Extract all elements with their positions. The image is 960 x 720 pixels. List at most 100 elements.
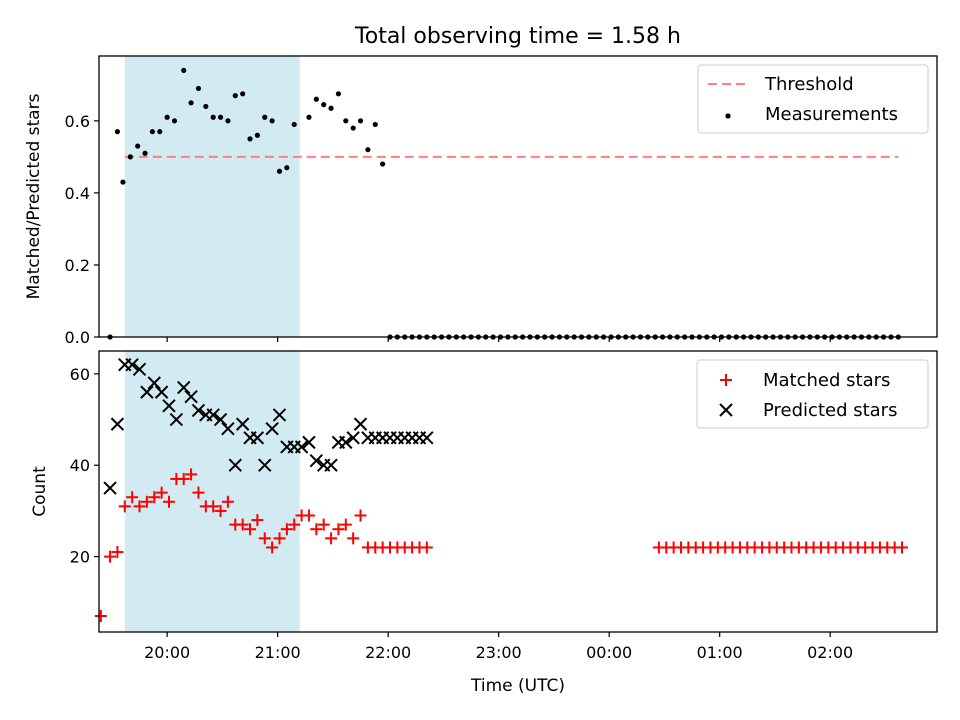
measurement-point xyxy=(372,121,378,128)
predicted-point xyxy=(177,380,191,395)
measurement-point xyxy=(149,129,156,135)
legend-threshold-label: Threshold xyxy=(764,74,854,95)
measurement-point xyxy=(240,91,246,97)
predicted-point-b xyxy=(162,399,176,413)
measurement-point xyxy=(217,114,224,120)
top-y-ticks: 0.0 0.2 0.4 0.6 xyxy=(65,112,99,347)
matched-point xyxy=(140,495,153,508)
bottom-x-ticks: 20:00 21:00 22:00 23:00 00:00 01:00 02:00 xyxy=(144,632,853,662)
top-x-ticks xyxy=(166,337,831,342)
matched-point xyxy=(251,514,264,527)
predicted-point-b xyxy=(184,389,198,404)
measurement-point xyxy=(114,129,121,135)
bottom-panel: 20 40 60 20:00 21:00 22:00 23:00 00:00 01:00 02:… xyxy=(30,350,938,696)
x-tick-label: 21:00 xyxy=(255,643,301,662)
top-y-axis-label: Matched/Predicted stars xyxy=(24,93,44,299)
top-legend-box xyxy=(697,64,929,134)
matched-point xyxy=(280,523,293,536)
measurement-point xyxy=(188,100,194,106)
y-tick-label: 0.2 xyxy=(65,256,90,275)
y-tick-label: 0.6 xyxy=(65,112,90,131)
predicted-point xyxy=(125,358,139,372)
legend-measurements-label: Measurements xyxy=(765,104,898,125)
predicted-point-b xyxy=(206,408,220,422)
measurement-point xyxy=(328,105,334,111)
predicted-point-b xyxy=(339,435,353,450)
predicted-point-b xyxy=(147,376,161,390)
matched-stars-series xyxy=(94,468,909,623)
matched-point xyxy=(214,504,227,517)
bottom-y-axis-label: Count xyxy=(30,466,50,517)
measurement-point xyxy=(262,114,268,120)
predicted-stars-series xyxy=(103,358,434,495)
predicted-point-b xyxy=(221,421,235,436)
measurement-point xyxy=(321,102,327,108)
x-tick-label: 20:00 xyxy=(144,643,190,662)
measurement-point xyxy=(171,118,178,124)
predicted-point xyxy=(258,458,272,472)
measurement-point xyxy=(225,118,231,124)
predicted-point xyxy=(147,376,161,390)
predicted-point xyxy=(191,403,206,418)
matched-point xyxy=(177,472,190,485)
x-tick-label: 23:00 xyxy=(476,643,522,662)
observing-window-span xyxy=(124,351,300,632)
matched-point xyxy=(258,532,271,545)
predicted-point xyxy=(110,417,125,431)
measurement-point xyxy=(203,103,209,110)
x-tick-label: 02:00 xyxy=(807,643,853,662)
predicted-point-b xyxy=(228,458,242,472)
measurement-point xyxy=(380,161,386,167)
measurement-point xyxy=(164,114,170,120)
measurement-point xyxy=(284,165,290,171)
predicted-point-b xyxy=(213,412,228,427)
matched-point xyxy=(302,509,315,522)
predicted-point-b xyxy=(140,385,154,399)
predicted-point-b xyxy=(110,417,125,431)
legend-matched-marker xyxy=(720,374,732,386)
predicted-point-b xyxy=(103,481,117,495)
measurement-point xyxy=(181,67,187,74)
measurement-point xyxy=(127,154,133,160)
matched-point xyxy=(94,610,107,623)
matched-point xyxy=(420,541,433,554)
predicted-point xyxy=(213,412,228,427)
predicted-point xyxy=(346,431,360,445)
measurement-point xyxy=(306,114,312,120)
bottom-legend-box xyxy=(696,359,929,429)
matched-point xyxy=(221,495,234,508)
predicted-point xyxy=(324,458,338,472)
matched-point xyxy=(896,541,909,554)
matched-point xyxy=(207,500,220,513)
predicted-point-b xyxy=(258,458,272,472)
matched-point xyxy=(244,523,257,536)
predicted-point xyxy=(265,421,279,436)
measurement-point xyxy=(135,143,141,149)
measurement-point xyxy=(343,118,349,124)
matched-point xyxy=(133,500,146,513)
predicted-point-b xyxy=(294,440,309,454)
measurement-point xyxy=(157,129,163,135)
matched-point xyxy=(266,541,279,554)
predicted-point xyxy=(162,399,176,413)
measurement-point xyxy=(247,136,253,142)
measurement-point xyxy=(313,96,319,102)
predicted-point xyxy=(140,385,154,399)
chart-title: Total observing time = 1.58 h xyxy=(354,24,681,49)
predicted-point-b xyxy=(132,362,147,376)
matched-point xyxy=(162,495,175,508)
predicted-point xyxy=(169,412,184,427)
predicted-point-b xyxy=(265,421,279,436)
top-panel: 0.0 0.2 0.4 0.6 Total observing time = 1.58… xyxy=(24,24,938,347)
matched-point xyxy=(332,523,345,536)
predicted-point-b xyxy=(420,431,434,445)
predicted-point xyxy=(103,481,117,495)
predicted-point-b xyxy=(346,431,360,445)
y-tick-label: 40 xyxy=(70,456,90,475)
legend-predicted-marker-b xyxy=(719,403,733,417)
legend-predicted-swatch xyxy=(719,403,733,417)
matched-point xyxy=(354,509,367,522)
predicted-point xyxy=(132,362,147,376)
matched-point xyxy=(126,491,139,504)
matched-point xyxy=(273,532,286,545)
